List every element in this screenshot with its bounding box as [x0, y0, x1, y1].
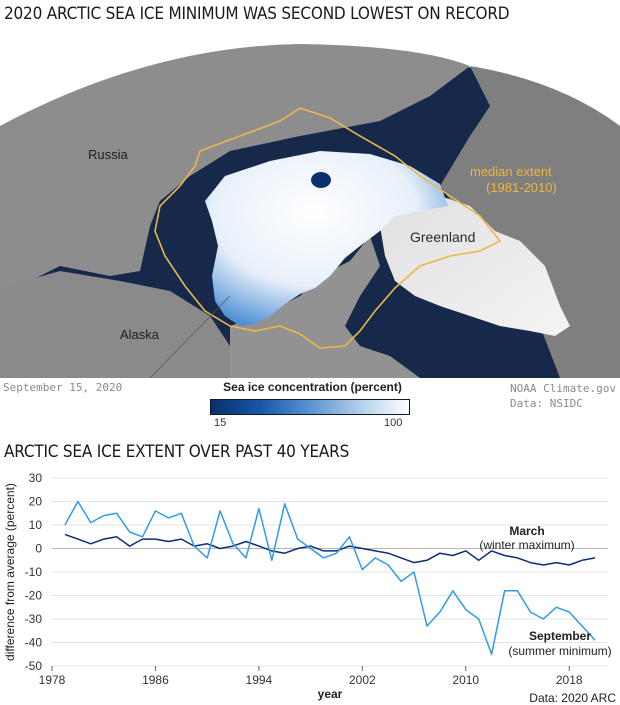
label-alaska: Alaska — [120, 327, 160, 342]
y-tick-label: 20 — [29, 495, 43, 509]
y-tick-label: -40 — [25, 636, 43, 650]
credit-data: Data: NSIDC — [510, 397, 583, 410]
arctic-map: Russia Alaska Greenland median extent (1… — [0, 26, 620, 378]
credit-org: NOAA Climate.gov — [510, 382, 616, 395]
label-greenland: Greenland — [410, 229, 475, 245]
label-median-years: (1981-2010) — [486, 180, 557, 195]
sea-ice — [205, 151, 448, 326]
series-label-march: March — [509, 524, 544, 538]
land-canada-east — [440, 66, 620, 378]
y-tick-label: 0 — [35, 542, 42, 556]
legend-max-label: 100 — [384, 417, 403, 429]
chart-grid — [52, 477, 608, 667]
chart-title: ARCTIC SEA ICE EXTENT OVER PAST 40 YEARS — [4, 442, 350, 462]
land-eurasia — [0, 44, 470, 288]
series-line-september — [64, 500, 596, 656]
y-tick-label: 30 — [29, 471, 43, 485]
legend-title: Sea ice concentration (percent) — [223, 380, 402, 394]
chart-source: Data: 2020 ARC — [529, 691, 616, 705]
chart-lines — [64, 500, 596, 656]
y-axis-label: difference from average (percent) — [3, 483, 17, 661]
label-median-extent: median extent — [470, 164, 552, 179]
map-date: September 15, 2020 — [3, 381, 123, 394]
x-axis-label: year — [318, 687, 343, 701]
land-greenland — [380, 196, 570, 336]
x-tick-labels: 1978 1986 1994 2002 2010 2018 — [39, 666, 583, 687]
median-extent-line — [154, 107, 502, 349]
x-tick-label: 2002 — [349, 673, 376, 687]
x-tick-label: 1986 — [142, 673, 169, 687]
x-tick-label: 2018 — [556, 673, 583, 687]
map-credit: NOAA Climate.gov Data: NSIDC — [510, 381, 616, 411]
y-tick-label: -10 — [25, 565, 43, 579]
y-tick-labels: 30 20 10 0 -10 -20 -30 -40 -50 — [25, 471, 43, 673]
region-border-line — [149, 295, 231, 378]
series-line-march — [64, 533, 596, 566]
x-tick-label: 2010 — [452, 673, 479, 687]
x-tick-label: 1994 — [246, 673, 273, 687]
land-canadian-archipelago — [230, 236, 420, 378]
label-russia: Russia — [88, 147, 129, 162]
x-tick-label: 1978 — [39, 673, 66, 687]
y-tick-label: -30 — [25, 612, 43, 626]
y-tick-label: -20 — [25, 589, 43, 603]
map-title: 2020 ARCTIC SEA ICE MINIMUM WAS SECOND L… — [4, 4, 510, 24]
series-sublabel-september: (summer minimum) — [508, 644, 611, 658]
y-tick-label: 10 — [29, 518, 43, 532]
legend-min-label: 15 — [214, 417, 227, 429]
series-label-september: September — [529, 629, 591, 643]
y-tick-label: -50 — [25, 659, 43, 673]
series-sublabel-march: (winter maximum) — [479, 538, 574, 552]
land-alaska — [0, 271, 230, 378]
pole-hole — [311, 172, 331, 188]
legend-colorbar — [210, 399, 410, 415]
